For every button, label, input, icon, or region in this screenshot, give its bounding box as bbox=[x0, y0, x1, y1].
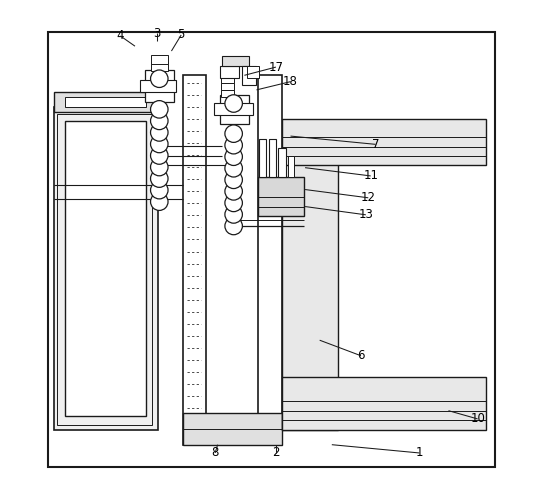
Bar bbox=[259, 139, 266, 177]
Bar bbox=[151, 55, 168, 64]
Bar bbox=[54, 107, 158, 430]
Bar bbox=[66, 122, 146, 416]
Bar bbox=[220, 95, 249, 124]
Bar bbox=[220, 66, 240, 78]
Bar bbox=[282, 148, 338, 430]
Bar bbox=[57, 114, 152, 425]
Circle shape bbox=[150, 181, 168, 199]
Bar bbox=[278, 148, 286, 177]
Circle shape bbox=[225, 217, 242, 235]
Circle shape bbox=[225, 206, 242, 223]
Bar bbox=[269, 139, 276, 177]
Circle shape bbox=[150, 123, 168, 141]
Circle shape bbox=[150, 170, 168, 187]
Bar bbox=[214, 103, 253, 115]
Circle shape bbox=[225, 183, 242, 200]
Bar bbox=[258, 177, 304, 216]
Circle shape bbox=[225, 159, 242, 177]
Text: 17: 17 bbox=[269, 61, 283, 73]
Bar bbox=[222, 83, 234, 90]
Bar bbox=[247, 66, 259, 78]
Text: 10: 10 bbox=[470, 413, 485, 425]
Circle shape bbox=[225, 194, 242, 212]
Text: 7: 7 bbox=[372, 138, 379, 151]
Circle shape bbox=[225, 171, 242, 189]
Bar bbox=[48, 32, 494, 467]
Bar bbox=[145, 70, 174, 102]
Bar bbox=[151, 62, 168, 71]
Bar bbox=[222, 75, 234, 83]
Circle shape bbox=[150, 147, 168, 164]
Text: 2: 2 bbox=[272, 447, 280, 459]
Text: 8: 8 bbox=[212, 447, 219, 459]
Text: 5: 5 bbox=[177, 29, 185, 41]
Bar bbox=[288, 156, 294, 177]
Circle shape bbox=[150, 112, 168, 130]
Bar bbox=[54, 92, 158, 112]
Text: 13: 13 bbox=[358, 208, 373, 221]
Bar bbox=[282, 377, 486, 430]
Text: 6: 6 bbox=[357, 349, 365, 362]
Bar bbox=[242, 66, 257, 85]
Bar bbox=[183, 75, 206, 445]
Bar bbox=[140, 80, 176, 92]
Bar bbox=[282, 119, 486, 165]
Bar bbox=[183, 413, 282, 445]
Circle shape bbox=[225, 137, 242, 154]
Bar bbox=[222, 90, 234, 97]
Text: 12: 12 bbox=[361, 191, 376, 204]
Bar bbox=[223, 56, 249, 66]
Circle shape bbox=[150, 158, 168, 176]
Text: 3: 3 bbox=[153, 27, 161, 39]
Text: 18: 18 bbox=[283, 75, 298, 88]
Circle shape bbox=[225, 148, 242, 165]
Text: 4: 4 bbox=[117, 30, 124, 42]
Circle shape bbox=[150, 101, 168, 118]
Circle shape bbox=[225, 95, 242, 112]
Circle shape bbox=[150, 193, 168, 210]
Circle shape bbox=[150, 70, 168, 87]
Circle shape bbox=[150, 135, 168, 153]
Circle shape bbox=[225, 125, 242, 142]
Text: 11: 11 bbox=[363, 170, 378, 182]
Text: 1: 1 bbox=[416, 447, 423, 459]
Bar bbox=[66, 97, 146, 107]
Bar bbox=[258, 75, 282, 445]
